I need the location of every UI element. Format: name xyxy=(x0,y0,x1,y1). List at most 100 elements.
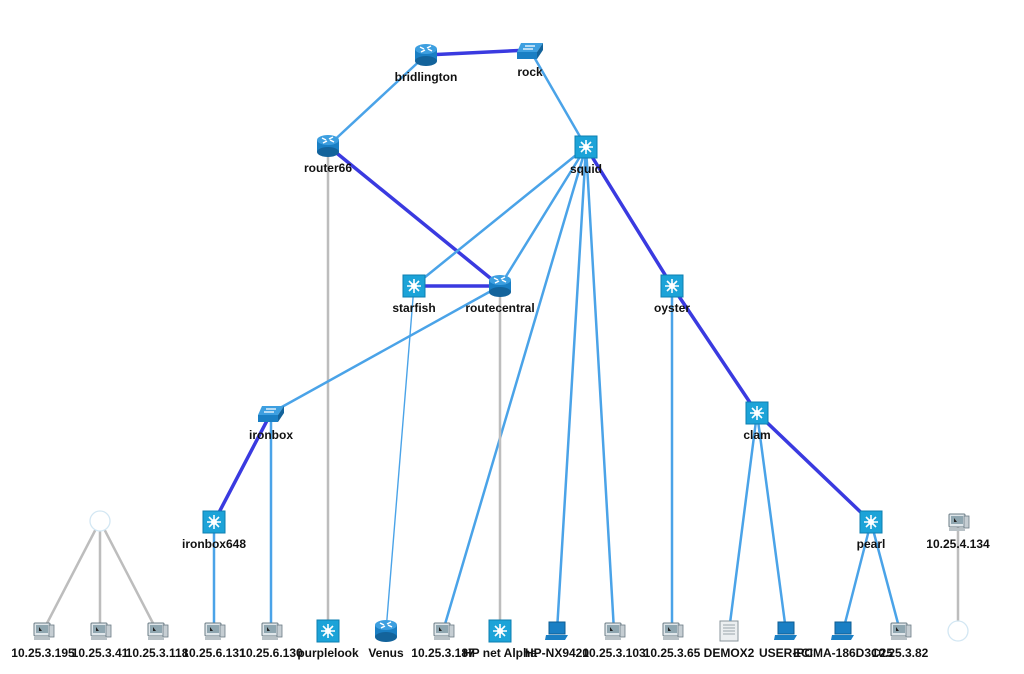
switch-stack-icon xyxy=(517,43,543,59)
node-h4134[interactable]: 10.25.4.134 xyxy=(926,513,990,551)
node-hpalpha[interactable]: HP net Alpha xyxy=(463,619,537,660)
link-oyster-clam[interactable] xyxy=(670,284,759,415)
node-h3195[interactable]: 10.25.3.195 xyxy=(11,622,75,660)
node-h365[interactable]: 10.25.3.65 xyxy=(644,622,701,660)
workstation-icon xyxy=(433,622,455,640)
node-label: starfish xyxy=(392,301,435,315)
node-cloud2[interactable] xyxy=(947,620,969,642)
server-icon xyxy=(719,620,739,642)
laptop-icon xyxy=(831,621,854,640)
l3-switch-icon xyxy=(488,619,512,643)
link-squid-routecentral[interactable] xyxy=(498,145,588,288)
node-label: 10.25.3.118 xyxy=(126,646,189,660)
link-squid-oyster[interactable] xyxy=(584,145,674,288)
node-label: purplelook xyxy=(297,646,359,660)
node-label: oyster xyxy=(654,301,690,315)
node-h3187[interactable]: 10.25.3.187 xyxy=(411,622,475,660)
workstation-icon xyxy=(890,622,912,640)
node-oyster[interactable]: oyster xyxy=(654,274,690,315)
node-label: clam xyxy=(743,428,770,442)
node-rock[interactable]: rock xyxy=(517,43,543,79)
node-ecima[interactable]: ECIMA-186D3C25 xyxy=(793,621,893,660)
router-icon xyxy=(489,275,511,297)
link-bridlington-router66[interactable] xyxy=(326,53,428,148)
node-h6131[interactable]: 10.25.6.131 xyxy=(182,622,246,660)
link-squid-hpnx[interactable] xyxy=(555,145,588,633)
link-clam-demox2[interactable] xyxy=(727,411,759,633)
link-pearl-h382[interactable] xyxy=(869,520,902,633)
node-h3103[interactable]: 10.25.3.103 xyxy=(582,622,646,660)
node-ironbox648[interactable]: ironbox648 xyxy=(182,510,246,551)
link-cloud1-h3118[interactable] xyxy=(98,519,159,633)
link-clam-pearl[interactable] xyxy=(755,411,873,524)
link-bridlington-rock[interactable] xyxy=(424,48,532,57)
link-squid-h3187[interactable] xyxy=(441,145,588,633)
node-venus[interactable]: Venus xyxy=(368,620,404,660)
node-label: 10.25.3.65 xyxy=(644,646,701,660)
node-h6130[interactable]: 10.25.6.130 xyxy=(239,622,303,660)
link-squid-h3103[interactable] xyxy=(584,145,616,633)
node-label: router66 xyxy=(304,161,352,175)
link-starfish-venus[interactable] xyxy=(385,285,415,632)
node-userpc[interactable]: USER-PC xyxy=(759,621,813,660)
router-icon xyxy=(375,620,397,642)
node-hpnx[interactable]: HP-NX9420 xyxy=(525,621,589,660)
node-squid[interactable]: squid xyxy=(570,135,602,176)
node-h341[interactable]: 10.25.3.41 xyxy=(72,622,129,660)
node-label: ironbox648 xyxy=(182,537,246,551)
workstation-icon xyxy=(948,513,970,531)
node-label: Venus xyxy=(368,646,404,660)
link-cloud1-h3195[interactable] xyxy=(41,519,102,633)
node-label: DEMOX2 xyxy=(704,646,755,660)
link-router66-routecentral[interactable] xyxy=(326,144,502,288)
node-label: USER-PC xyxy=(759,646,813,660)
l3-switch-icon xyxy=(574,135,598,159)
workstation-icon xyxy=(204,622,226,640)
laptop-icon xyxy=(774,621,797,640)
nodes-layer: bridlington rock router66 squid starfish rout… xyxy=(11,43,990,660)
node-label: HP-NX9420 xyxy=(525,646,589,660)
l3-switch-icon xyxy=(745,401,769,425)
node-router66[interactable]: router66 xyxy=(304,135,352,175)
node-bridlington[interactable]: bridlington xyxy=(395,44,458,84)
node-label: 10.25.3.195 xyxy=(11,646,75,660)
node-clam[interactable]: clam xyxy=(743,401,771,442)
l3-switch-icon xyxy=(660,274,684,298)
link-pearl-ecima[interactable] xyxy=(841,520,873,633)
link-squid-starfish[interactable] xyxy=(412,145,588,288)
switch-stack-icon xyxy=(258,406,284,422)
node-label: 10.25.6.130 xyxy=(239,646,303,660)
node-label: bridlington xyxy=(395,70,458,84)
node-label: routecentral xyxy=(465,301,534,315)
links-layer xyxy=(41,48,960,633)
node-label: squid xyxy=(570,162,602,176)
link-clam-userpc[interactable] xyxy=(755,411,788,633)
link-routecentral-ironbox[interactable] xyxy=(269,284,502,415)
node-ironbox[interactable]: ironbox xyxy=(249,406,293,442)
cloud-icon xyxy=(947,620,969,642)
node-cloud1[interactable] xyxy=(89,510,111,532)
l3-switch-icon xyxy=(402,274,426,298)
workstation-icon xyxy=(662,622,684,640)
link-ironbox-ironbox648[interactable] xyxy=(212,411,273,524)
node-h382[interactable]: 10.25.3.82 xyxy=(872,622,929,660)
workstation-icon xyxy=(147,622,169,640)
node-purplelook[interactable]: purplelook xyxy=(297,619,359,660)
node-label: ECIMA-186D3C25 xyxy=(793,646,893,660)
node-starfish[interactable]: starfish xyxy=(392,274,436,315)
node-pearl[interactable]: pearl xyxy=(857,510,886,551)
node-label: 10.25.3.41 xyxy=(72,646,129,660)
node-label: pearl xyxy=(857,537,886,551)
node-routecentral[interactable]: routecentral xyxy=(465,275,535,315)
workstation-icon xyxy=(33,622,55,640)
node-label: 10.25.3.82 xyxy=(872,646,929,660)
node-label: 10.25.3.103 xyxy=(582,646,646,660)
l3-switch-icon xyxy=(316,619,340,643)
node-label: 10.25.3.187 xyxy=(411,646,475,660)
l3-switch-icon xyxy=(202,510,226,534)
link-rock-squid[interactable] xyxy=(528,48,588,149)
node-demox2[interactable]: DEMOX2 xyxy=(704,620,755,660)
router-icon xyxy=(415,44,437,66)
node-h3118[interactable]: 10.25.3.118 xyxy=(126,622,189,660)
